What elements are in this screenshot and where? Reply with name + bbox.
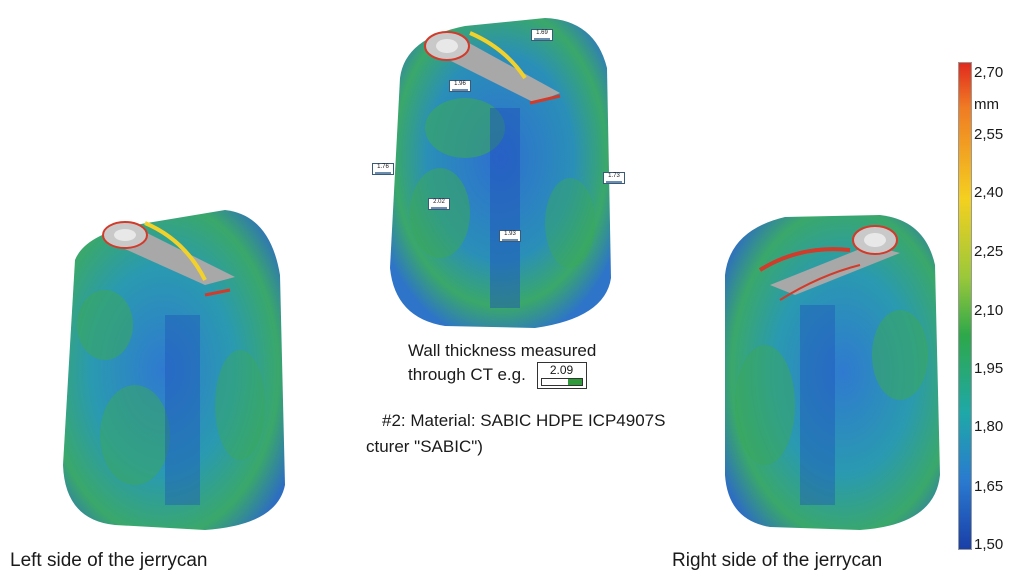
scale-tick-label: 1,50 <box>974 536 1004 553</box>
thickness-color-scale <box>958 62 972 550</box>
material-text: #2: Material: SABIC HDPE ICP4907S <box>382 411 666 430</box>
scale-tick-label: 1,65 <box>974 478 1004 495</box>
thickness-callout: 2.02 <box>428 198 450 210</box>
manufacturer-text: cturer "SABIC") <box>366 437 483 456</box>
scale-tick-label: 1,80 <box>974 418 1004 435</box>
callout-value: 2.02 <box>433 199 445 205</box>
scale-tick-label: 2,55 <box>974 126 1004 143</box>
scale-tick-label: 2,70 <box>974 64 1004 81</box>
jerrycan-left-image <box>63 210 285 530</box>
callout-value: 1.96 <box>454 81 466 87</box>
callout-value: 1.69 <box>536 30 548 36</box>
scale-tick-label: 2,10 <box>974 302 1004 319</box>
scale-tick-label: 2,25 <box>974 243 1004 260</box>
jerrycan-center-image <box>390 18 611 328</box>
callout-value: 1.93 <box>504 231 516 237</box>
scale-unit: mm <box>974 96 999 113</box>
caption-right: Right side of the jerrycan <box>672 550 883 571</box>
caption-left: Left side of the jerrycan <box>10 550 208 571</box>
example-measurement-value: 2.09 <box>549 363 574 377</box>
thickness-callout: 1.76 <box>372 163 394 175</box>
jerrycan-right-image <box>725 215 940 530</box>
callout-value: 1.73 <box>608 173 620 179</box>
annotation-line2: through CT e.g. 2.09 <box>408 362 587 389</box>
annotation-line1: Wall thickness measured <box>408 341 597 360</box>
thickness-callout: 1.93 <box>499 230 521 242</box>
thickness-callout: 1.73 <box>603 172 625 184</box>
thickness-callout: 1.69 <box>531 29 553 41</box>
thickness-callout: 1.96 <box>449 80 471 92</box>
scale-tick-label: 2,40 <box>974 184 1004 201</box>
example-measurement-box: 2.09 <box>536 362 587 389</box>
callout-value: 1.76 <box>377 164 389 170</box>
annotation-line2-text: through CT e.g. <box>408 364 526 384</box>
scale-tick-label: 1,95 <box>974 360 1004 377</box>
